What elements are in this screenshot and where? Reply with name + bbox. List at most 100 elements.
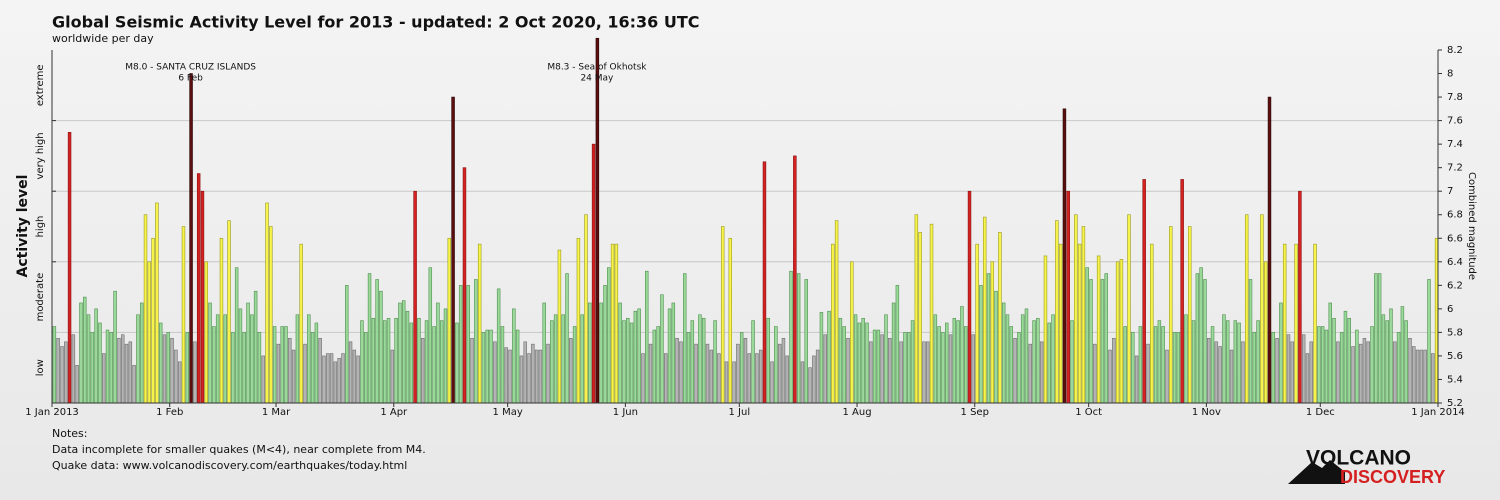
bar [1013,337,1017,404]
bar [489,329,493,404]
bar [401,300,406,404]
bar [800,361,805,404]
bar [155,202,159,404]
bar [626,317,630,404]
bar [1207,337,1211,404]
bar [591,143,596,404]
y2-tick-label: 7.2 [1447,163,1463,174]
bar [151,237,155,404]
bar [1172,332,1177,404]
x-tick-label: 1 Apr [380,407,408,418]
bar [1400,306,1405,404]
bar [781,337,786,404]
bar [1427,279,1431,404]
bar [477,243,482,404]
bar [728,237,733,404]
bar [1423,349,1427,404]
bar [701,317,706,404]
bar [850,261,854,404]
bar [405,310,410,404]
bar [542,302,546,404]
bar [1055,220,1059,404]
bar [614,243,619,404]
bar [113,290,117,404]
bar [295,314,300,404]
y2-tick-label: 6.4 [1447,257,1463,268]
bar [1085,267,1089,404]
bar [1210,326,1215,404]
bar [1081,226,1086,404]
bars [52,37,1439,404]
bar [527,353,531,404]
bar [550,320,554,404]
bar [713,320,717,404]
bar [789,270,793,404]
bar [166,332,171,404]
bar [337,357,341,404]
bar [584,214,588,404]
bar [246,302,250,404]
bar [83,296,87,404]
bar [641,353,645,404]
bar [1226,320,1230,404]
bar [307,314,311,404]
bar [1263,261,1268,404]
bar [56,337,60,404]
bar [1165,349,1169,404]
chart-title: Global Seismic Activity Level for 2013 -… [52,13,700,32]
bar [758,349,763,404]
bar [303,343,307,404]
bar [299,243,303,404]
bar [880,334,884,404]
band-label: low [35,359,46,376]
bar [1100,279,1105,404]
bar [1150,243,1154,404]
bar [348,341,353,404]
bar [853,314,858,404]
bar [929,223,934,404]
bar [888,337,892,404]
bar [766,317,770,404]
bar [1096,255,1101,404]
bar [732,361,736,404]
y2-tick-label: 6.2 [1447,280,1463,291]
bar [496,288,501,404]
bar [963,326,968,404]
bar [941,332,945,404]
bar [360,320,364,404]
bar [1377,273,1382,404]
bar [907,332,911,404]
bar [656,326,660,404]
band-label: very high [35,132,46,179]
bar [1237,322,1241,404]
bar [1294,243,1298,404]
bar [857,322,862,404]
chart-subtitle: worldwide per day [52,32,154,45]
bar [1298,190,1302,404]
bar [1134,355,1139,404]
bar [329,353,334,404]
logo-top: VOLCANO [1306,447,1411,470]
bar [424,320,429,404]
bar [1104,273,1108,404]
bar [269,226,273,404]
bar [736,343,740,404]
bar [1355,329,1359,404]
bar [645,270,649,404]
bar [90,332,95,404]
bar [223,314,227,404]
bar [861,317,865,404]
y2-tick-label: 7.8 [1447,92,1463,103]
bar [261,355,265,404]
bar [481,332,486,404]
bar [519,355,524,404]
bar [682,273,687,404]
bar [322,355,326,404]
bar [808,367,812,404]
y2-tick-label: 8 [1447,69,1453,80]
note: Notes: [52,427,87,440]
bar [147,261,152,404]
band-label: moderate [35,273,46,322]
bar [869,341,873,404]
